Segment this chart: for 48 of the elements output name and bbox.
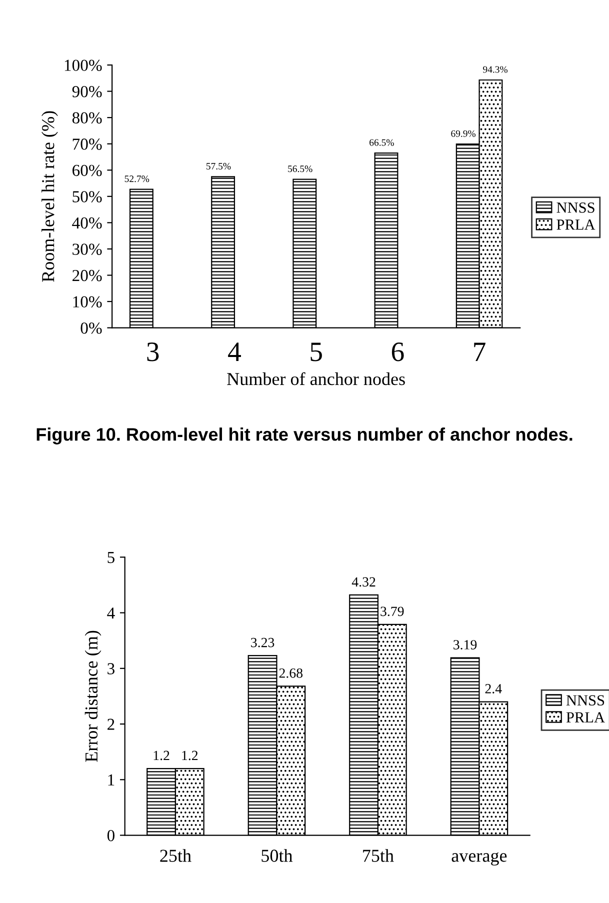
data-label: 94.3% [483,66,508,73]
y-tick-label: 1 [108,774,114,786]
y-tick-label: 80% [72,112,102,124]
legend-label: PRLA [556,220,596,230]
legend-label: PRLA [566,712,605,722]
data-label: 4.32 [352,577,376,587]
legend-label: NNSS [566,695,604,706]
x-tick-label: 6 [392,342,404,362]
x-axis-title: Number of anchor nodes [227,372,405,386]
caption: Figure 10. Room-level hit rate versus number of anchor nodes. [36,428,572,444]
x-tick-label: 50th [262,849,293,862]
data-label: 1.2 [154,750,170,760]
y-axis-title: Room-level hit rate (%) [42,111,58,282]
x-tick-label: average [452,852,507,866]
data-label: 1.2 [182,750,198,760]
x-tick-label: 3 [147,342,159,362]
y-tick-label: 2 [108,718,114,730]
data-label: 2.4 [485,684,502,694]
y-tick-label: 60% [72,164,102,176]
y-tick-label: 90% [72,86,102,98]
y-tick-label: 50% [72,191,102,202]
y-tick-label: 70% [72,138,102,150]
x-tick-label: 7 [474,342,486,361]
y-tick-label: 100% [64,60,102,72]
data-label: 3.19 [454,640,477,650]
data-label: 52.7% [124,176,150,182]
y-tick-label: 0 [107,830,114,842]
x-tick-label: 75th [363,849,394,862]
y-tick-label: 20% [72,270,102,282]
data-label: 69.9% [451,130,476,137]
x-tick-label: 25th [160,849,192,862]
y-tick-label: 0% [80,322,102,334]
legend-label: NNSS [556,202,594,213]
data-label: 57.5% [206,162,231,170]
x-tick-label: 4 [228,342,241,361]
data-label: 2.68 [279,668,303,678]
y-tick-label: 30% [72,244,102,255]
data-label: 56.5% [288,166,312,172]
y-tick-label: 5 [108,552,114,564]
y-tick-label: 4 [107,608,115,619]
y-tick-label: 40% [72,217,102,229]
x-tick-label: 5 [310,342,322,362]
data-label: 3.79 [380,606,404,616]
y-axis-title: Error distance (m) [84,630,102,762]
y-tick-label: 10% [73,296,102,308]
y-tick-label: 3 [108,663,114,674]
data-label: 66.5% [370,139,394,146]
data-label: 3.23 [251,638,274,648]
